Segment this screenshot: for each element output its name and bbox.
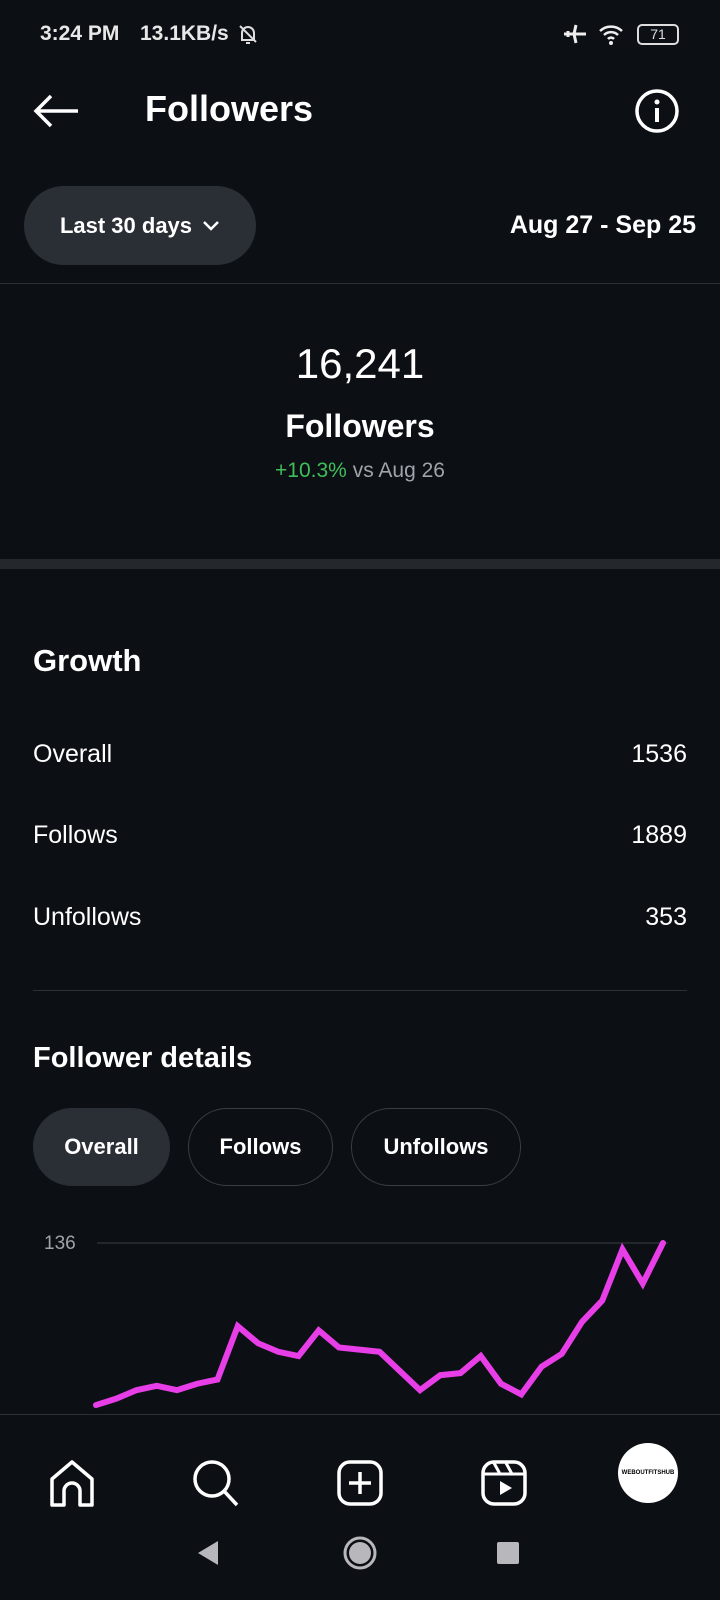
- change-line: +10.3% vs Aug 26: [0, 459, 720, 483]
- chip-follows[interactable]: Follows: [188, 1108, 333, 1186]
- info-icon[interactable]: [634, 88, 680, 134]
- reels-icon: [481, 1460, 527, 1506]
- status-time: 3:24 PM: [40, 22, 120, 45]
- growth-row-unfollows: Unfollows 353: [33, 903, 687, 932]
- compare-text: vs Aug 26: [352, 459, 445, 482]
- chip-overall[interactable]: Overall: [33, 1108, 170, 1186]
- row-label: Overall: [33, 740, 113, 768]
- page-title: Followers: [145, 88, 314, 129]
- profile-avatar[interactable]: WEBOUTFITSHUB: [618, 1443, 678, 1503]
- system-back-icon[interactable]: [196, 1539, 220, 1567]
- bottom-nav: WEBOUTFITSHUB: [0, 1414, 720, 1600]
- add-post-icon: [337, 1460, 383, 1506]
- system-recents-icon[interactable]: [496, 1541, 520, 1565]
- row-label: Unfollows: [33, 903, 142, 931]
- nav-search[interactable]: [186, 1453, 246, 1513]
- nav-reels[interactable]: [474, 1453, 534, 1513]
- chip-unfollows[interactable]: Unfollows: [351, 1108, 521, 1186]
- nav-home[interactable]: [42, 1453, 102, 1513]
- follower-count: 16,241: [295, 340, 425, 387]
- growth-row-overall: Overall 1536: [33, 740, 687, 769]
- section-divider: [0, 559, 720, 569]
- system-home-icon[interactable]: [342, 1535, 378, 1571]
- home-icon: [50, 1460, 94, 1507]
- row-value: 353: [645, 903, 687, 931]
- battery-level: 71: [650, 26, 666, 42]
- bell-muted-icon: [239, 25, 257, 44]
- battery-indicator: 71: [637, 24, 679, 45]
- growth-title: Growth: [33, 643, 142, 678]
- row-label: Follows: [33, 821, 118, 849]
- divider: [0, 283, 720, 284]
- back-arrow-icon[interactable]: [32, 94, 80, 128]
- dropdown-label: Last 30 days: [59, 212, 193, 238]
- follower-label: Followers: [285, 408, 435, 444]
- row-value: 1889: [631, 821, 687, 849]
- chevron-down-icon: [203, 220, 219, 231]
- follower-details-title: Follower details: [33, 1042, 253, 1074]
- avatar-text: WEBOUTFITSHUB: [621, 1470, 675, 1476]
- change-percent: +10.3%: [275, 459, 347, 482]
- divider: [33, 990, 687, 991]
- date-range-dropdown[interactable]: Last 30 days: [24, 186, 256, 265]
- airplane-icon: [564, 24, 586, 44]
- growth-row-follows: Follows 1889: [33, 821, 687, 850]
- date-range-text: Aug 27 - Sep 25: [509, 211, 696, 239]
- row-value: 1536: [631, 740, 687, 768]
- status-speed: 13.1KB/s: [140, 22, 229, 45]
- follower-chart: [93, 1240, 668, 1409]
- y-tick-label: 136: [44, 1233, 76, 1254]
- series-line: [93, 1240, 666, 1409]
- nav-create[interactable]: [330, 1453, 390, 1513]
- wifi-icon: [599, 25, 623, 45]
- search-icon: [193, 1460, 239, 1507]
